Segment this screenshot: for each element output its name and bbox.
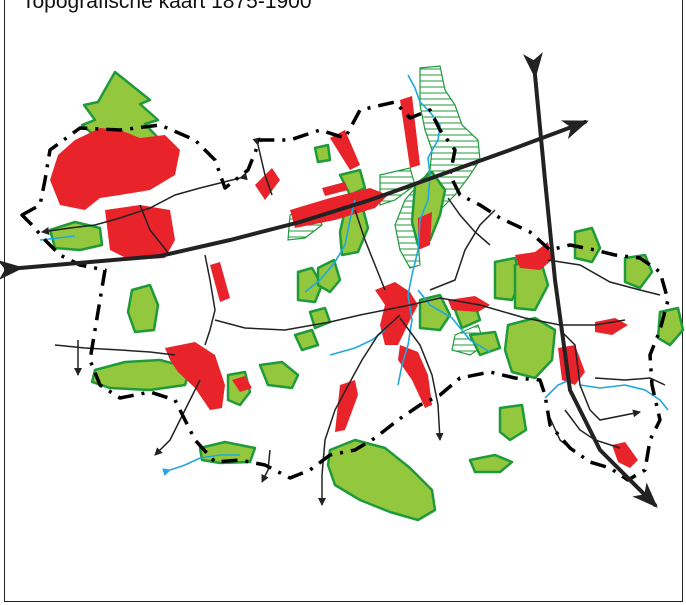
forest-area [313, 143, 332, 164]
main-corridors [0, 52, 658, 508]
stream [417, 289, 491, 353]
settlement-area [322, 182, 348, 196]
forest-area [418, 293, 452, 332]
forest-area [623, 253, 654, 290]
forest-area [316, 258, 342, 294]
forest-area [503, 316, 557, 380]
forest-area [126, 283, 160, 334]
forest-area [48, 220, 104, 252]
road [318, 314, 401, 506]
settlement-area [165, 342, 225, 410]
settlement-areas [50, 96, 638, 468]
settlement-area [50, 128, 180, 210]
main-road-east-west [0, 120, 589, 280]
settlement-area [398, 345, 432, 408]
settlement-area [335, 380, 358, 432]
road [429, 209, 496, 291]
road [154, 379, 201, 456]
forest-area [326, 438, 437, 522]
settlement-area [232, 376, 252, 392]
map-title: Topografische kaart 1875-1900 [22, 0, 312, 13]
settlement-area [558, 345, 585, 385]
road [261, 449, 271, 483]
road [594, 377, 666, 386]
forest-area [498, 403, 528, 442]
forest-area [198, 440, 257, 465]
stream [544, 379, 571, 399]
forest-area [468, 330, 502, 357]
settlement-area [400, 96, 420, 168]
road [399, 317, 444, 441]
main-road-north-south [522, 52, 658, 508]
forest-area [468, 453, 514, 474]
road [54, 344, 176, 356]
settlement-area [105, 205, 175, 260]
settlement-area [448, 296, 490, 312]
forest-area [258, 360, 300, 390]
stream [579, 384, 669, 411]
road [564, 409, 621, 449]
stream [329, 329, 386, 356]
settlement-area [375, 282, 418, 345]
stream [162, 454, 240, 477]
forest-area [293, 328, 320, 352]
